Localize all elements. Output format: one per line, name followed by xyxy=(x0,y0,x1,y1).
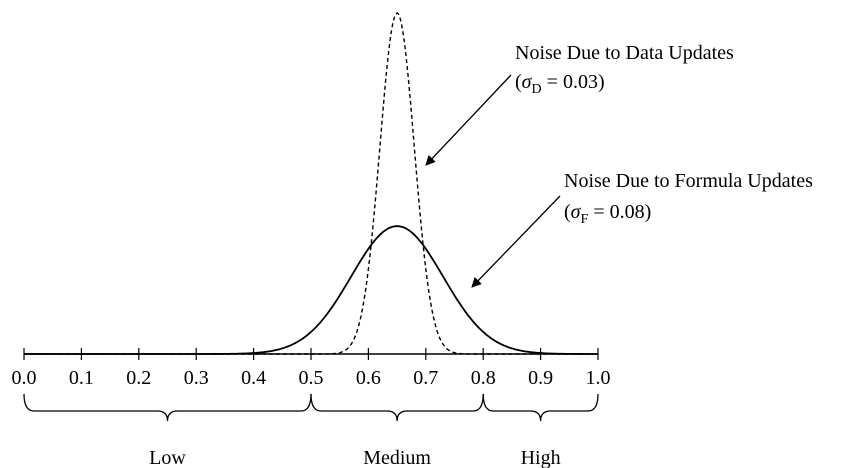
range-label-medium: Medium xyxy=(363,447,431,468)
x-tick-label-2: 0.2 xyxy=(126,367,151,389)
x-tick-labels: 0.0 0.1 0.2 0.3 0.4 0.5 0.6 0.7 0.8 0.9 1.0 xyxy=(12,367,611,389)
x-tick-label-3: 0.3 xyxy=(184,367,209,389)
annotation-formula-updates-open: ( xyxy=(564,201,571,223)
range-brace-medium xyxy=(310,393,484,422)
annotation-data-updates-open: ( xyxy=(515,71,522,93)
range-label-high: High xyxy=(521,447,561,468)
x-tick-label-10: 1.0 xyxy=(586,367,611,389)
x-tick-label-9: 0.9 xyxy=(528,367,553,389)
range-brace-low xyxy=(23,393,312,422)
range-brace-high xyxy=(482,393,599,422)
range-labels: Low Medium High xyxy=(149,447,560,468)
x-tick-label-0: 0.0 xyxy=(12,367,37,389)
annotation-formula-updates-value: = 0.08) xyxy=(588,201,651,223)
x-tick-label-4: 0.4 xyxy=(241,367,266,389)
annotation-data-updates-sigma: (σD = 0.03) xyxy=(515,71,605,97)
annotation-formula-updates-subscript: F xyxy=(581,212,589,227)
annotation-data-updates-value: = 0.03) xyxy=(542,71,605,93)
annotation-data-updates-arrow xyxy=(425,74,512,166)
annotation-data-updates-subscript: D xyxy=(532,82,542,97)
annotation-formula-updates-title: Noise Due to Formula Updates xyxy=(564,170,813,192)
annotation-formula-updates-sigma-symbol: σ xyxy=(571,201,582,223)
x-tick-label-1: 0.1 xyxy=(69,367,94,389)
curves-layer xyxy=(24,12,598,355)
annotation-formula-updates-arrow xyxy=(471,195,561,288)
x-tick-label-7: 0.7 xyxy=(413,367,438,389)
x-tick-label-6: 0.6 xyxy=(356,367,381,389)
annotation-data-updates-sigma-symbol: σ xyxy=(522,71,533,93)
x-ticks xyxy=(23,348,599,360)
x-tick-label-8: 0.8 xyxy=(471,367,496,389)
annotation-data-updates-title: Noise Due to Data Updates xyxy=(515,42,734,64)
range-braces xyxy=(23,393,599,422)
annotation-formula-updates-sigma: (σF = 0.08) xyxy=(564,201,651,227)
range-label-low: Low xyxy=(149,447,186,468)
series-line-data-updates xyxy=(24,12,598,355)
x-tick-label-5: 0.5 xyxy=(299,367,324,389)
